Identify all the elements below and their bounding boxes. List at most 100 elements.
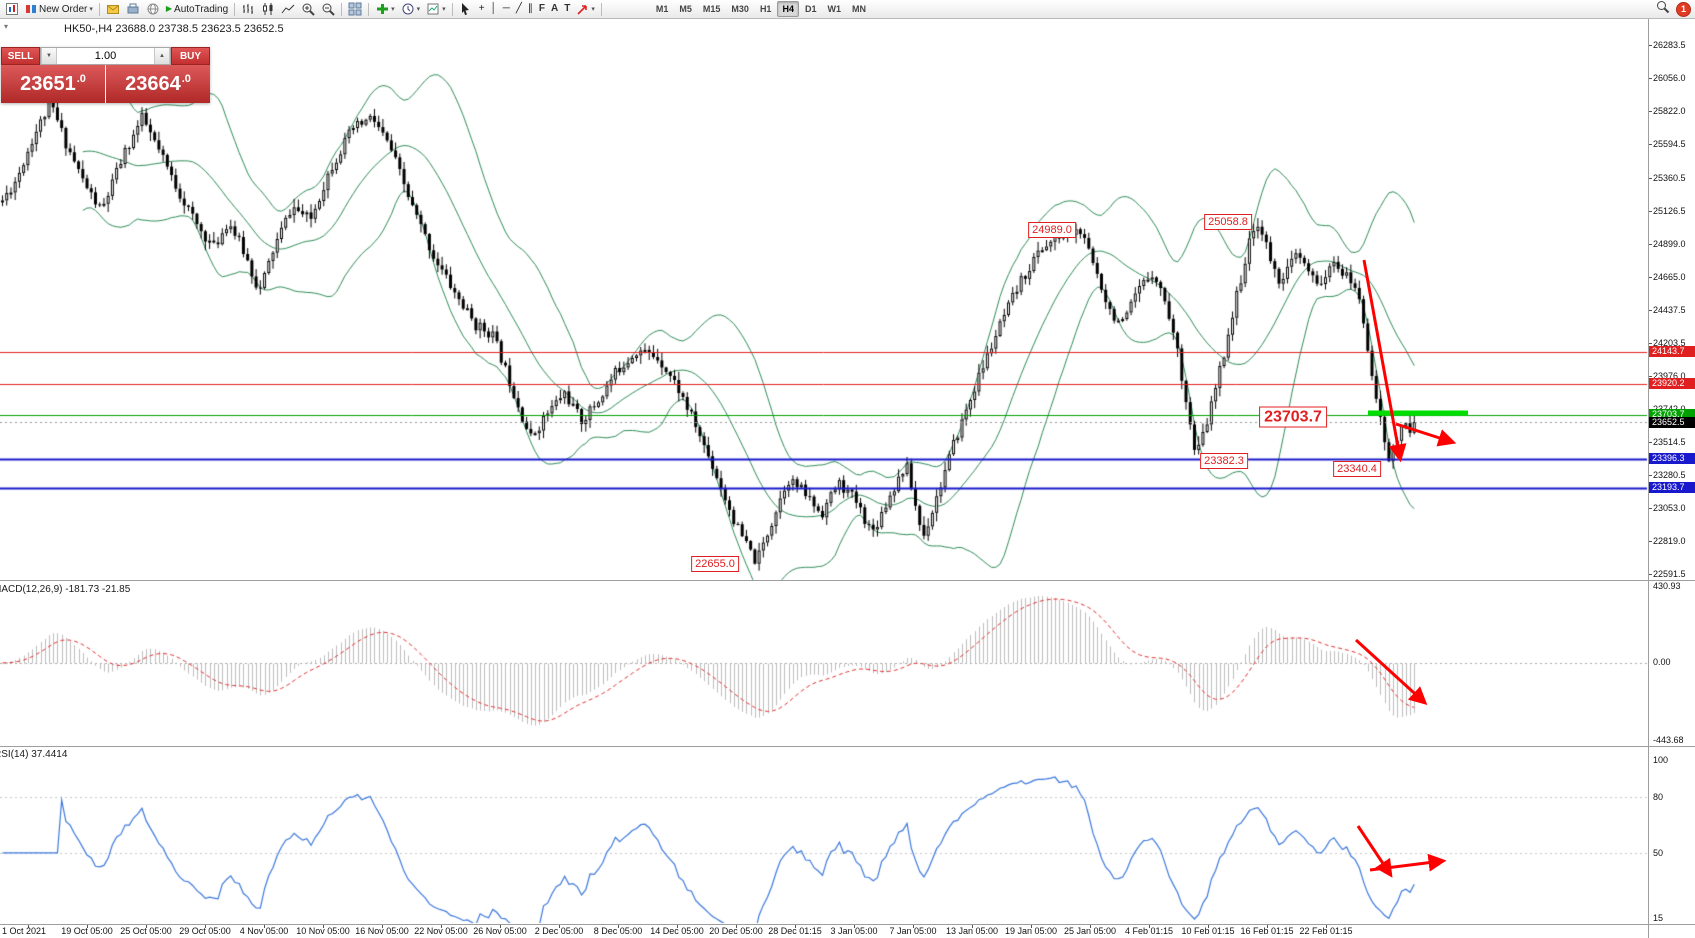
vertical-line-icon[interactable]: │ <box>490 3 497 14</box>
price-tag: 23193.7 <box>1649 482 1695 494</box>
timeframe-button-h1[interactable]: H1 <box>759 4 772 14</box>
price-axis-label: 25126.5 <box>1653 206 1686 217</box>
time-axis-label: 20 Dec 05:00 <box>709 926 763 936</box>
rsi-panel-splitter[interactable] <box>0 746 1695 747</box>
arrows-tool-icon[interactable]: ▾ <box>573 1 598 17</box>
notification-badge[interactable]: 1 <box>1676 1 1691 17</box>
rsi-name: RSI(14) <box>0 749 29 760</box>
cursor-icon[interactable] <box>456 1 476 17</box>
time-axis-label: 19 Jan 05:00 <box>1004 926 1058 936</box>
price-axis-tick <box>1648 541 1652 542</box>
zoom-out-icon[interactable] <box>318 1 338 17</box>
price-callout[interactable]: 24989.0 <box>1028 222 1076 238</box>
time-axis-label: 19 Oct 05:00 <box>61 926 113 936</box>
volume-input[interactable]: 1.00 <box>94 50 117 62</box>
price-axis-tick <box>1648 45 1652 46</box>
time-axis-label: 1 Oct 2021 <box>2 926 47 936</box>
time-axis-border <box>0 924 1695 925</box>
price-axis-border <box>1648 18 1649 938</box>
fibonacci-icon[interactable]: F <box>538 3 546 14</box>
indicators-icon[interactable]: ▾ <box>372 1 398 17</box>
volume-decrease-button[interactable]: ▼ <box>41 48 57 64</box>
sell-price-button[interactable]: 23651 .0 <box>1 65 105 103</box>
horizontal-line-icon[interactable]: ─ <box>502 3 510 14</box>
timeframe-button-m5[interactable]: M5 <box>679 4 692 14</box>
price-axis-label: 22819.0 <box>1653 536 1686 547</box>
main-toolbar: New Order ▾ ▶ AutoTrading ▾ ▾ <box>0 0 1695 19</box>
time-axis-label: 10 Feb 01:15 <box>1181 926 1235 936</box>
time-axis-tick <box>1267 924 1268 928</box>
caret-down-icon: ▾ <box>591 5 595 13</box>
candlesticks-icon[interactable] <box>258 1 278 17</box>
globe-icon[interactable] <box>143 1 163 17</box>
time-axis-label: 13 Jan 05:00 <box>945 926 999 936</box>
price-tag: 23920.2 <box>1649 378 1695 390</box>
indicator-axis-label: 50 <box>1653 848 1664 858</box>
new-order-button[interactable]: New Order ▾ <box>22 1 96 17</box>
timeframe-button-w1[interactable]: W1 <box>827 4 841 14</box>
price-axis-label: 25360.5 <box>1653 172 1686 183</box>
new-chart-icon[interactable] <box>2 1 22 17</box>
zoom-in-icon[interactable] <box>298 1 318 17</box>
time-axis-tick <box>382 924 383 928</box>
templates-icon[interactable]: ▾ <box>423 1 449 17</box>
volume-increase-button[interactable]: ▲ <box>154 48 170 64</box>
sell-price-fraction: .0 <box>76 73 86 85</box>
crosshair-icon[interactable]: + <box>478 3 485 14</box>
one-click-collapse-arrow[interactable]: ▾ <box>4 22 9 31</box>
price-axis-label: 23976.0 <box>1653 370 1686 381</box>
printer-icon[interactable] <box>123 1 143 17</box>
price-axis-tick <box>1648 211 1652 212</box>
indicator-axis-label: 0.00 <box>1653 657 1671 667</box>
text-tool-icon[interactable]: A <box>551 3 559 14</box>
time-axis-tick <box>618 924 619 928</box>
time-axis-tick <box>441 924 442 928</box>
price-axis-label: 24437.5 <box>1653 304 1686 315</box>
price-tag: 23652.5 <box>1649 416 1695 428</box>
indicator-axis-label: 15 <box>1653 913 1664 923</box>
macd-name: MACD(12,26,9) <box>0 584 63 595</box>
timeframe-button-m15[interactable]: M15 <box>702 4 721 14</box>
buy-price-button[interactable]: 23664 .0 <box>106 65 210 103</box>
time-axis-tick <box>677 924 678 928</box>
timeframe-button-d1[interactable]: D1 <box>804 4 817 14</box>
time-axis-label: 4 Nov 05:00 <box>239 926 289 936</box>
price-callout[interactable]: 23382.3 <box>1200 453 1248 469</box>
macd-panel-splitter[interactable] <box>0 580 1695 581</box>
timeframe-group: M1 M5 M15 M30 H1 H4 D1 W1 MN <box>651 1 871 17</box>
trendline-icon[interactable]: ╱ <box>515 3 522 14</box>
price-tag: 23396.3 <box>1649 453 1695 465</box>
time-axis-tick <box>1326 924 1327 928</box>
price-callout[interactable]: 22655.0 <box>691 556 739 572</box>
price-callout[interactable]: 25058.8 <box>1204 214 1252 230</box>
search-icon[interactable] <box>1656 0 1670 19</box>
time-axis-label: 16 Feb 01:15 <box>1240 926 1294 936</box>
periods-icon[interactable]: ▾ <box>398 1 424 17</box>
line-chart-icon[interactable] <box>278 1 298 17</box>
time-axis-label: 29 Oct 05:00 <box>179 926 231 936</box>
sell-price: 23651 <box>20 73 76 95</box>
time-axis-label: 2 Dec 05:00 <box>534 926 584 936</box>
sell-button[interactable]: SELL <box>1 47 40 65</box>
timeframe-button-m30[interactable]: M30 <box>731 4 749 14</box>
bar-chart-icon[interactable] <box>238 1 258 17</box>
caret-down-icon: ▾ <box>442 5 446 13</box>
caret-down-icon: ▾ <box>416 5 421 13</box>
envelope-icon[interactable] <box>103 1 123 17</box>
price-callout[interactable]: 23703.7 <box>1259 406 1327 428</box>
timeframe-button-mn[interactable]: MN <box>851 4 866 14</box>
play-icon: ▶ <box>165 4 173 13</box>
buy-button[interactable]: BUY <box>171 47 210 65</box>
time-axis-tick <box>1031 924 1032 928</box>
price-axis-tick <box>1648 343 1652 344</box>
autotrading-button[interactable]: ▶ AutoTrading <box>163 1 231 17</box>
timeframe-button-m1[interactable]: M1 <box>655 4 669 14</box>
label-tool-icon[interactable]: T <box>564 3 571 14</box>
channel-icon[interactable]: ∥ <box>527 3 533 14</box>
tile-windows-icon[interactable] <box>345 1 365 17</box>
timeframe-button-h4[interactable]: H4 <box>777 1 799 17</box>
price-callout[interactable]: 23340.4 <box>1333 461 1381 477</box>
time-axis-tick <box>323 924 324 928</box>
rsi-value: 37.4414 <box>31 749 68 760</box>
